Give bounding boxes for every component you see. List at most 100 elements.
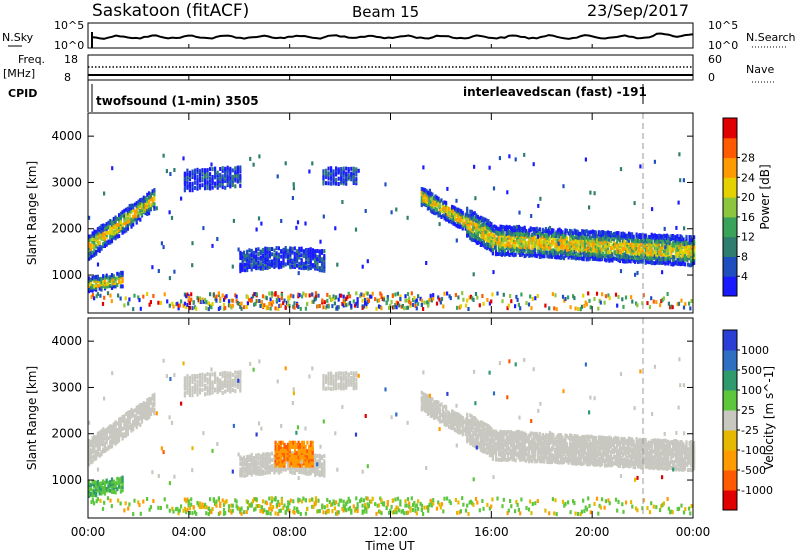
scatter-cell — [340, 172, 343, 177]
scatter-cell — [624, 295, 628, 300]
scatter-cell — [588, 256, 591, 261]
scatter-cell — [292, 182, 295, 187]
scatter-cell — [466, 225, 469, 230]
scatter-cell — [490, 236, 493, 241]
scatter-cell — [479, 432, 482, 437]
scatter-cell — [110, 286, 114, 290]
scatter-cell — [652, 256, 655, 261]
scatter-cell — [443, 410, 446, 415]
scatter-cell — [311, 252, 314, 257]
scatter-cell — [307, 247, 310, 252]
scatter-cell — [441, 405, 445, 410]
scatter-cell — [466, 211, 469, 216]
scatter-cell — [105, 240, 108, 245]
scatter-cell — [478, 441, 481, 446]
scatter-cell — [222, 302, 226, 307]
scatter-cell — [479, 228, 482, 233]
scatter-cell — [428, 197, 431, 202]
scatter-cell — [519, 236, 522, 241]
scatter-cell — [304, 444, 307, 449]
scatter-cell — [229, 170, 232, 175]
scatter-cell — [380, 306, 383, 311]
scatter-cell — [105, 431, 108, 436]
scatter-cell — [431, 402, 434, 407]
scatter-cell — [431, 397, 434, 402]
scatter-cell — [514, 304, 517, 309]
scatter-cell — [148, 199, 151, 204]
scatter-cell — [268, 291, 271, 296]
scatter-cell — [496, 231, 499, 236]
scatter-cell — [128, 219, 131, 223]
scatter-cell — [109, 240, 112, 245]
scatter-cell — [443, 200, 446, 205]
scatter-cell — [467, 421, 470, 426]
scatter-cell — [139, 208, 142, 213]
scatter-cell — [264, 248, 267, 253]
scatter-cell — [356, 304, 359, 308]
scatter-cell — [276, 461, 279, 466]
scatter-cell — [88, 438, 91, 443]
scatter-cell — [198, 296, 202, 301]
scatter-cell — [204, 168, 207, 173]
scatter-cell — [110, 480, 114, 484]
scatter-cell — [555, 251, 558, 256]
scatter-cell — [293, 305, 296, 310]
scatter-cell — [121, 210, 124, 215]
scatter-cell — [202, 226, 205, 231]
scatter-cell — [352, 173, 355, 178]
scatter-cell — [525, 234, 528, 239]
scatter-cell — [638, 247, 641, 252]
scatter-cell — [148, 409, 151, 414]
scatter-cell — [89, 487, 92, 492]
scatter-cell — [602, 241, 605, 246]
scatter-cell — [426, 202, 429, 207]
scatter-cell — [345, 381, 348, 386]
scatter-cell — [95, 294, 98, 299]
scatter-cell — [246, 301, 249, 306]
scatter-cell — [251, 294, 255, 299]
scatter-cell — [653, 233, 656, 238]
scatter-cell — [523, 152, 526, 157]
scatter-cell — [286, 250, 290, 255]
scatter-cell — [459, 304, 462, 309]
scatter-cell — [529, 253, 532, 258]
scatter-cell — [133, 422, 137, 427]
scatter-cell — [137, 214, 140, 218]
scatter-cell — [482, 228, 485, 233]
scatter-cell — [441, 414, 445, 419]
scatter-cell — [409, 301, 412, 306]
scatter-cell — [311, 449, 314, 454]
scatter-cell — [289, 466, 292, 471]
scatter-cell — [268, 262, 271, 266]
scatter-cell — [597, 230, 600, 235]
scatter-cell — [466, 206, 469, 211]
scatter-cell — [250, 464, 253, 469]
scatter-cell — [466, 430, 469, 435]
scatter-cell — [425, 193, 428, 198]
scatter-cell — [102, 485, 105, 490]
scatter-cell — [464, 226, 467, 231]
scatter-cell — [590, 250, 593, 255]
scatter-cell — [502, 231, 505, 236]
scatter-cell — [631, 234, 634, 239]
scatter-cell — [482, 222, 485, 227]
scatter-cell — [258, 299, 261, 303]
scatter-cell — [248, 462, 251, 467]
scatter-cell — [123, 419, 126, 424]
scatter-cell — [211, 185, 214, 190]
scatter-cell — [505, 252, 508, 256]
scatter-cell — [472, 431, 475, 435]
scatter-cell — [659, 257, 662, 262]
scatter-cell — [102, 438, 105, 443]
scatter-cell — [355, 386, 358, 390]
scatter-cell — [91, 444, 94, 449]
scatter-cell — [238, 301, 241, 306]
scatter-cell — [106, 291, 110, 296]
scatter-cell — [151, 396, 154, 401]
scatter-cell — [168, 303, 171, 308]
scatter-cell — [355, 382, 358, 386]
scatter-cell — [443, 208, 446, 213]
scatter-cell — [481, 442, 484, 447]
scatter-cell — [226, 374, 229, 378]
scatter-cell — [301, 444, 304, 449]
